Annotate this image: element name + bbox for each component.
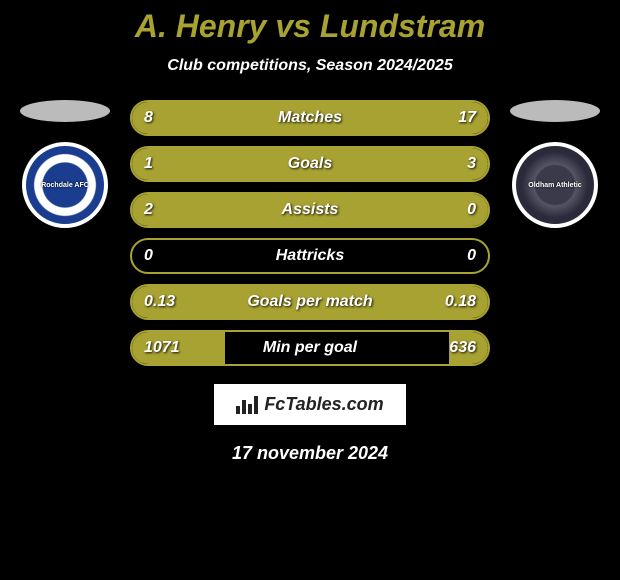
comparison-widget: A. Henry vs Lundstram Club competitions,… <box>0 0 620 580</box>
stats-bars: 8Matches171Goals32Assists00Hattricks00.1… <box>130 100 490 366</box>
player-right-column: Oldham Athletic <box>505 100 605 228</box>
stat-value-right: 0.18 <box>445 286 476 318</box>
main-area: Rochdale AFC 8Matches171Goals32Assists00… <box>0 100 620 366</box>
chart-icon <box>236 396 258 414</box>
footer-date: 17 november 2024 <box>232 443 388 464</box>
branding-text: FcTables.com <box>264 394 383 415</box>
player-left-silhouette <box>20 100 110 122</box>
club-crest-right-label: Oldham Athletic <box>528 182 581 189</box>
club-crest-left-label: Rochdale AFC <box>41 182 89 189</box>
stat-value-right: 636 <box>449 332 476 364</box>
stat-label: Goals per match <box>132 286 488 318</box>
player-right-silhouette <box>510 100 600 122</box>
stat-value-right: 0 <box>467 240 476 272</box>
stat-value-right: 0 <box>467 194 476 226</box>
stat-row: 0Hattricks0 <box>130 238 490 274</box>
club-crest-right: Oldham Athletic <box>512 142 598 228</box>
stat-row: 0.13Goals per match0.18 <box>130 284 490 320</box>
club-crest-left: Rochdale AFC <box>22 142 108 228</box>
branding-box[interactable]: FcTables.com <box>214 384 405 425</box>
player-left-column: Rochdale AFC <box>15 100 115 228</box>
stat-label: Min per goal <box>132 332 488 364</box>
stat-label: Goals <box>132 148 488 180</box>
page-subtitle: Club competitions, Season 2024/2025 <box>167 57 452 75</box>
stat-value-right: 17 <box>458 102 476 134</box>
stat-label: Assists <box>132 194 488 226</box>
stat-row: 2Assists0 <box>130 192 490 228</box>
stat-row: 1Goals3 <box>130 146 490 182</box>
stat-row: 1071Min per goal636 <box>130 330 490 366</box>
page-title: A. Henry vs Lundstram <box>135 8 485 45</box>
stat-value-right: 3 <box>467 148 476 180</box>
stat-row: 8Matches17 <box>130 100 490 136</box>
stat-label: Hattricks <box>132 240 488 272</box>
stat-label: Matches <box>132 102 488 134</box>
